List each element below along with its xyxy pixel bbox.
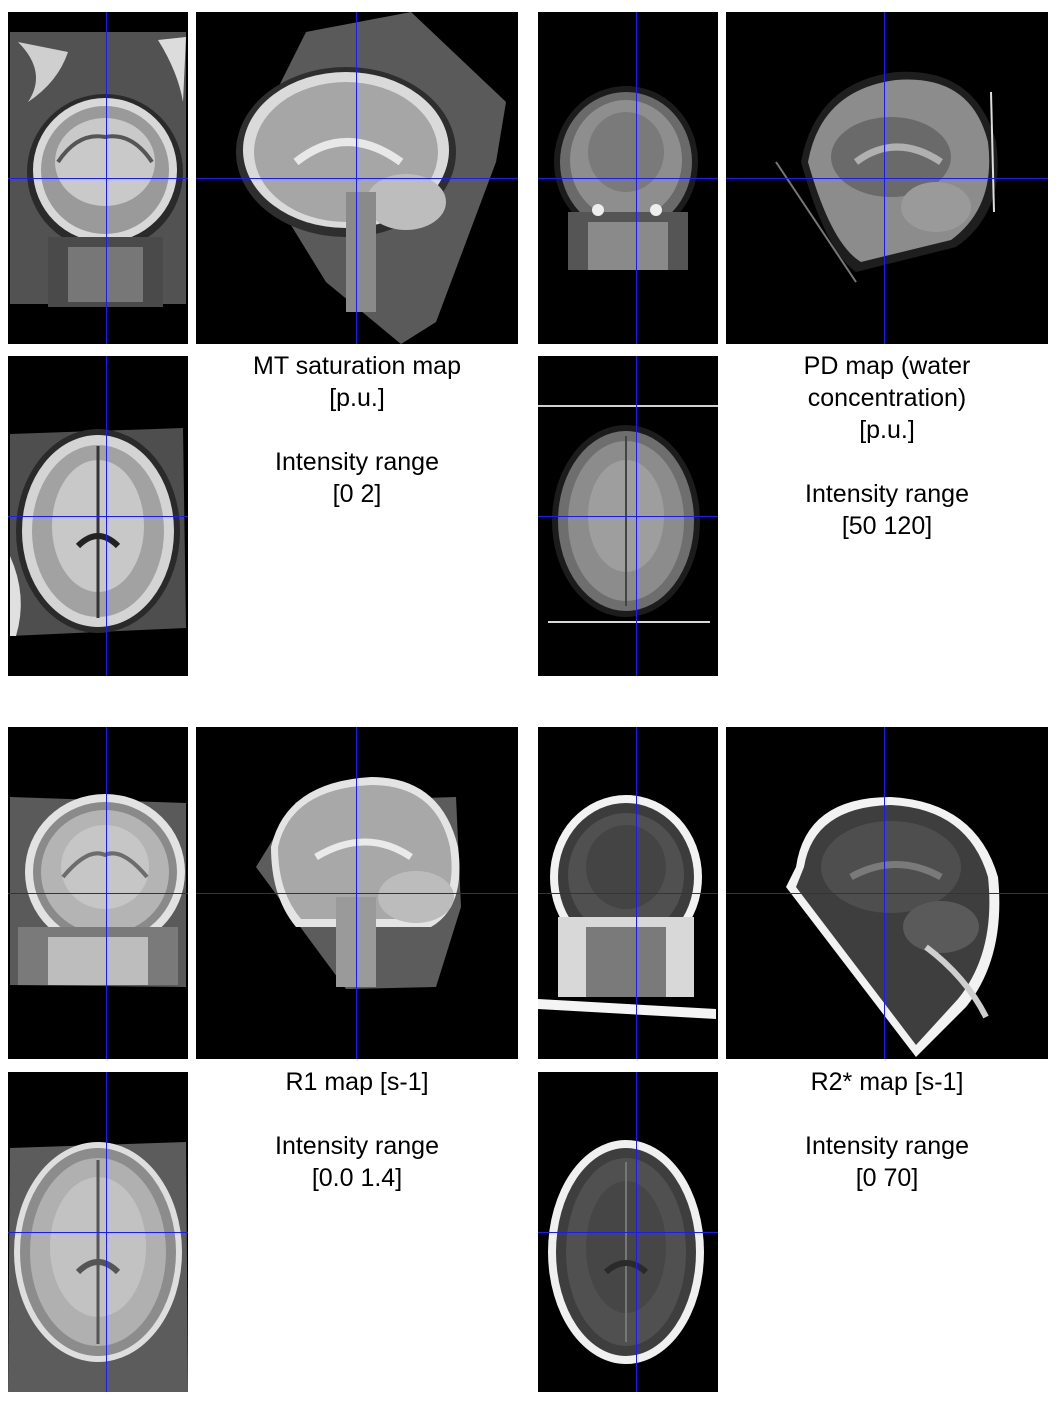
mt-axial-crosshair-h xyxy=(8,516,188,517)
mt-coronal-crosshair-h xyxy=(8,178,188,179)
mt-range-label: Intensity range xyxy=(275,448,439,476)
mt-sagittal-slice xyxy=(236,12,506,344)
r1-coronal-slice xyxy=(10,794,186,987)
pd-coronal-crosshair-h xyxy=(538,178,718,179)
r2s-range-label: Intensity range xyxy=(805,1132,969,1160)
mt-range-value: [0 2] xyxy=(332,480,382,508)
mt-title-line-1: MT saturation map xyxy=(253,352,461,380)
r2s-axial-slice xyxy=(548,1140,704,1364)
mt-caption: MT saturation map [p.u.] Intensity range… xyxy=(196,350,518,510)
r2s-axial-view xyxy=(538,1072,718,1392)
pd-title-line-1: PD map (water xyxy=(803,352,971,380)
mt-title-line-2: [p.u.] xyxy=(329,384,385,412)
r1-range-value: [0.0 1.4] xyxy=(311,1164,403,1192)
r1-axial-slice xyxy=(8,1142,188,1392)
pd-sagittal-slice xyxy=(775,71,998,283)
r1-axial-crosshair-h xyxy=(8,1232,188,1233)
pd-coronal-slice xyxy=(554,86,698,270)
r2s-caption: R2* map [s-1] Intensity range [0 70] xyxy=(726,1066,1048,1194)
r1-axial-view xyxy=(8,1072,188,1392)
r1-title-line-1: R1 map [s-1] xyxy=(285,1068,429,1096)
r2s-coronal-crosshair-h xyxy=(538,893,718,894)
pd-axial-view xyxy=(538,356,718,676)
r1-caption: R1 map [s-1] Intensity range [0.0 1.4] xyxy=(196,1066,518,1194)
pd-sagittal-view xyxy=(726,12,1048,344)
r2s-sagittal-view xyxy=(726,727,1048,1059)
mt-coronal-view xyxy=(8,12,188,344)
r1-sagittal-view xyxy=(196,727,518,1059)
r1-coronal-crosshair-h xyxy=(8,893,188,894)
r2s-coronal-view xyxy=(538,727,718,1059)
r2s-sagittal-slice xyxy=(786,797,1000,1057)
pd-range-label: Intensity range xyxy=(805,480,969,508)
r2s-axial-crosshair-h xyxy=(538,1232,718,1233)
pd-title-line-2: concentration) xyxy=(807,384,967,412)
r1-coronal-view xyxy=(8,727,188,1059)
pd-range-value: [50 120] xyxy=(841,512,933,540)
pd-axial-crosshair-h xyxy=(538,516,718,517)
mt-sagittal-crosshair-h xyxy=(196,178,518,179)
mt-axial-slice xyxy=(10,428,186,636)
pd-coronal-view xyxy=(538,12,718,344)
r1-sagittal-crosshair-h xyxy=(196,893,518,894)
mt-coronal-slice xyxy=(10,32,186,307)
mt-sagittal-view xyxy=(196,12,518,344)
pd-sagittal-crosshair-h xyxy=(726,178,1048,179)
r2s-title-line-1: R2* map [s-1] xyxy=(810,1068,964,1096)
pd-axial-slice xyxy=(538,405,718,623)
r2s-coronal-slice xyxy=(538,795,716,1019)
r2s-range-value: [0 70] xyxy=(855,1164,919,1192)
r1-range-label: Intensity range xyxy=(275,1132,439,1160)
r2s-sagittal-crosshair-h xyxy=(726,893,1048,894)
pd-title-line-3: [p.u.] xyxy=(859,416,915,444)
pd-caption: PD map (water concentration) [p.u.] Inte… xyxy=(726,350,1048,542)
mt-axial-view xyxy=(8,356,188,676)
